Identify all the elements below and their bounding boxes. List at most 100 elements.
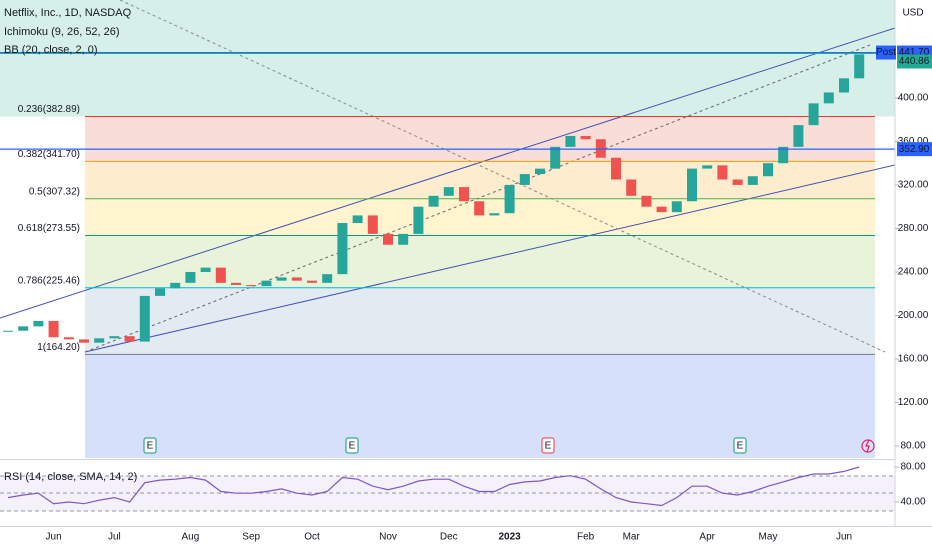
fib-label: 0.236(382.89): [18, 104, 80, 115]
candle: [124, 336, 135, 342]
channel-upper: [0, 27, 896, 319]
candle: [443, 187, 454, 196]
candle: [656, 206, 667, 213]
candle: [626, 179, 637, 196]
earnings-label: E: [545, 441, 552, 452]
candle: [535, 168, 545, 175]
candle: [352, 215, 363, 224]
candle: [367, 215, 378, 234]
indicator-label: BB (20, close, 2, 0): [4, 44, 98, 56]
candle: [337, 223, 348, 275]
candle: [307, 280, 317, 283]
y-tick-label: 80.00: [900, 441, 925, 452]
y-tick-label: 320.00: [898, 180, 929, 191]
fib-label: 0.382(341.70): [18, 149, 80, 160]
currency-label: USD: [902, 8, 923, 19]
fib-band: [85, 116, 875, 162]
candle: [687, 168, 697, 202]
earnings-marker: [345, 437, 359, 454]
y-tick-label: 240.00: [898, 267, 929, 278]
price-badge-label: 440.86: [899, 56, 930, 67]
candle: [747, 176, 758, 185]
candle: [109, 336, 120, 339]
candle: [717, 165, 728, 180]
x-tick-label: Aug: [182, 532, 200, 543]
x-tick-label: 2023: [498, 532, 521, 543]
earnings-label: E: [147, 441, 154, 452]
candle: [231, 282, 241, 286]
x-tick-label: Sep: [242, 532, 260, 543]
earnings-marker: [541, 437, 555, 454]
fib-label: 0.618(273.55): [18, 223, 80, 234]
y-tick-label: 360.00: [898, 136, 929, 147]
y-tick-label: 400.00: [898, 93, 929, 104]
post-tag: [876, 45, 896, 60]
x-tick-label: Nov: [379, 532, 397, 543]
rsi-title: RSI (14, close, SMA, 14, 2): [4, 471, 137, 483]
plot: 0.236(382.89) 0.382(341.70) 0.5(307.32) 0.6…: [0, 51, 895, 512]
candle: [702, 165, 713, 169]
candle: [808, 103, 819, 126]
chart-title: Netflix, Inc., 1D, NASDAQ: [4, 7, 132, 19]
candle: [215, 267, 226, 283]
fib-band: [85, 354, 875, 458]
candle: [63, 337, 74, 340]
candle: [33, 320, 44, 327]
candle: [185, 271, 196, 283]
candle: [94, 338, 105, 343]
x-tick-label: May: [759, 532, 778, 543]
candle: [170, 282, 181, 289]
x-tick-label: Feb: [577, 532, 595, 543]
candle: [246, 285, 257, 287]
candle: [823, 92, 834, 104]
fib-band: [85, 161, 875, 199]
fib-label: 0.786(225.46): [18, 275, 80, 286]
y-tick-label: 160.00: [898, 354, 929, 365]
candle: [489, 213, 500, 216]
candle: [595, 139, 606, 158]
trend-diagonal: [119, 0, 886, 353]
candle: [793, 125, 804, 147]
candle: [611, 157, 621, 180]
pane-divider: [0, 459, 895, 460]
candle: [48, 320, 59, 338]
candle: [155, 288, 165, 296]
x-tick-label: Apr: [699, 532, 715, 543]
candle: [763, 163, 773, 177]
fib-band: [85, 287, 875, 355]
candle: [428, 195, 439, 207]
rsi-tick-label: 80.00: [900, 462, 925, 473]
candle: [474, 201, 485, 216]
candle: [322, 274, 333, 283]
candle: [504, 184, 515, 214]
x-tick-label: Mar: [623, 532, 641, 543]
rsi-tick-label: 40.00: [900, 497, 925, 508]
candle: [139, 295, 150, 342]
candle: [550, 146, 561, 169]
price-badge: [897, 54, 932, 69]
candle: [79, 339, 89, 343]
candle: [200, 267, 211, 272]
candle: [839, 78, 849, 93]
candle: [459, 187, 469, 202]
post-tag-label: Post: [876, 47, 896, 58]
rsi-line: [7, 466, 860, 507]
x-tick-label: Dec: [440, 532, 458, 543]
dividend-icon: [861, 439, 875, 453]
candle: [3, 330, 13, 332]
earnings-label: E: [349, 441, 356, 452]
price-axis: [895, 0, 932, 526]
y-tick-label: 120.00: [898, 397, 929, 408]
x-tick-label: Jul: [108, 532, 121, 543]
candle: [732, 179, 743, 185]
fib-bands: [0, 0, 895, 458]
candle: [383, 233, 393, 245]
candle: [641, 195, 652, 207]
candle: [398, 233, 409, 245]
price-badge-label: 352.90: [899, 144, 930, 155]
earnings-label: E: [737, 441, 744, 452]
indicator-label: Ichimoku (9, 26, 52, 26): [4, 26, 120, 38]
candle: [18, 326, 29, 331]
candle: [276, 277, 287, 281]
